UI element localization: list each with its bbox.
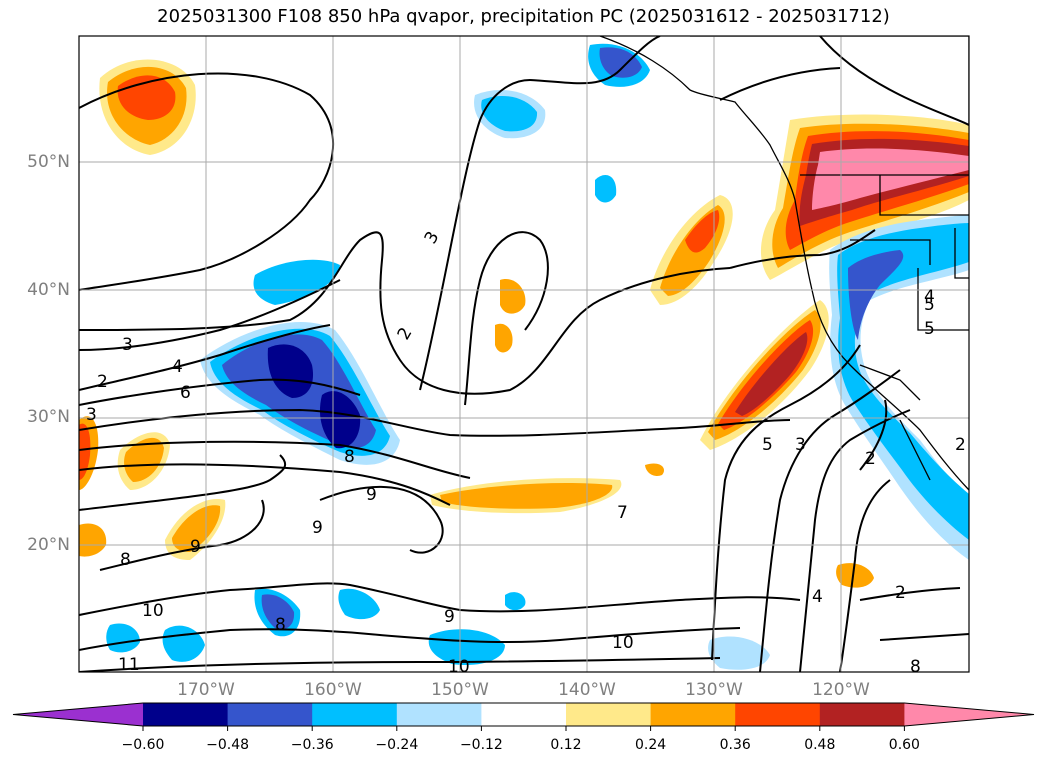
lat-label-30n: 30°N [27, 407, 70, 427]
lon-label-150w: 150°W [431, 680, 489, 700]
colorbar-segment [819, 703, 905, 726]
contour-label: 9 [312, 518, 323, 538]
colorbar-segment [735, 703, 821, 726]
contour-label: 3 [795, 435, 806, 455]
colorbar-tick-label: −0.24 [375, 737, 419, 753]
contour-label: 9 [190, 537, 201, 557]
colorbar-tick-label: 0.48 [804, 737, 836, 753]
contour-label: 2 [97, 372, 108, 392]
contour-label: 7 [617, 503, 628, 523]
contour-label: 2 [955, 435, 966, 455]
colorbar-segment [143, 703, 229, 726]
contour-label: 5 [924, 319, 935, 339]
colorbar-tick-label: 0.36 [719, 737, 751, 753]
contour-label: 3 [122, 335, 133, 355]
lon-label-130w: 130°W [685, 680, 743, 700]
colorbar-extend-low [13, 703, 143, 726]
lon-label-160w: 160°W [304, 680, 362, 700]
precip-shading [79, 43, 969, 670]
contour-label: 3 [86, 405, 97, 425]
contour-label: 2 [865, 449, 876, 469]
colorbar-segment [227, 703, 313, 726]
colorbar-tick-label: 0.60 [888, 737, 920, 753]
contour-label: 9 [366, 485, 377, 505]
colorbar-tick-label: −0.36 [290, 737, 334, 753]
contour-label: 9 [444, 607, 455, 627]
colorbar-segment [566, 703, 652, 726]
contour-label: 10 [448, 657, 470, 677]
contour-label: 4 [924, 287, 935, 307]
colorbar-segment [481, 703, 567, 726]
colorbar-segment [396, 703, 482, 726]
contour-label: 4 [172, 357, 183, 377]
lon-label-170w: 170°W [177, 680, 235, 700]
contour-labels: 3 2 4 6 3 3 2 8 9 9 8 9 10 11 8 9 10 7 1… [86, 228, 966, 677]
contour-label: 2 [895, 583, 906, 603]
contour-label: 6 [180, 383, 191, 403]
contour-label: 10 [142, 601, 164, 621]
colorbar-tick-label: 0.12 [550, 737, 582, 753]
map-frame [78, 35, 970, 673]
contour-label: 10 [612, 633, 634, 653]
colorbar-extend-high [904, 703, 1034, 726]
colorbar-tick-label: 0.24 [635, 737, 667, 753]
contour-label: 5 [924, 295, 935, 315]
contour-label: 8 [910, 657, 921, 677]
lat-label-20n: 20°N [27, 535, 70, 555]
colorbar-tick-label: −0.48 [206, 737, 250, 753]
lon-label-120w: 120°W [812, 680, 870, 700]
lat-label-50n: 50°N [27, 152, 70, 172]
map-title: 2025031300 F108 850 hPa qvapor, precipit… [157, 6, 890, 27]
qvapor-contours [79, 36, 969, 672]
contour-label: 4 [812, 587, 823, 607]
colorbar-segment [312, 703, 398, 726]
colorbar-tick-label: −0.12 [459, 737, 503, 753]
contour-label: 8 [275, 615, 286, 635]
lon-label-140w: 140°W [558, 680, 616, 700]
coastline [599, 36, 969, 491]
lat-label-40n: 40°N [27, 280, 70, 300]
colorbar [12, 702, 1035, 731]
colorbar-segment [650, 703, 736, 726]
colorbar-tick-label: −0.60 [121, 737, 165, 753]
graticule [79, 36, 969, 672]
contour-label: 11 [118, 655, 140, 675]
contour-label: 8 [120, 550, 131, 570]
contour-label: 8 [344, 447, 355, 467]
contour-label: 5 [762, 435, 773, 455]
